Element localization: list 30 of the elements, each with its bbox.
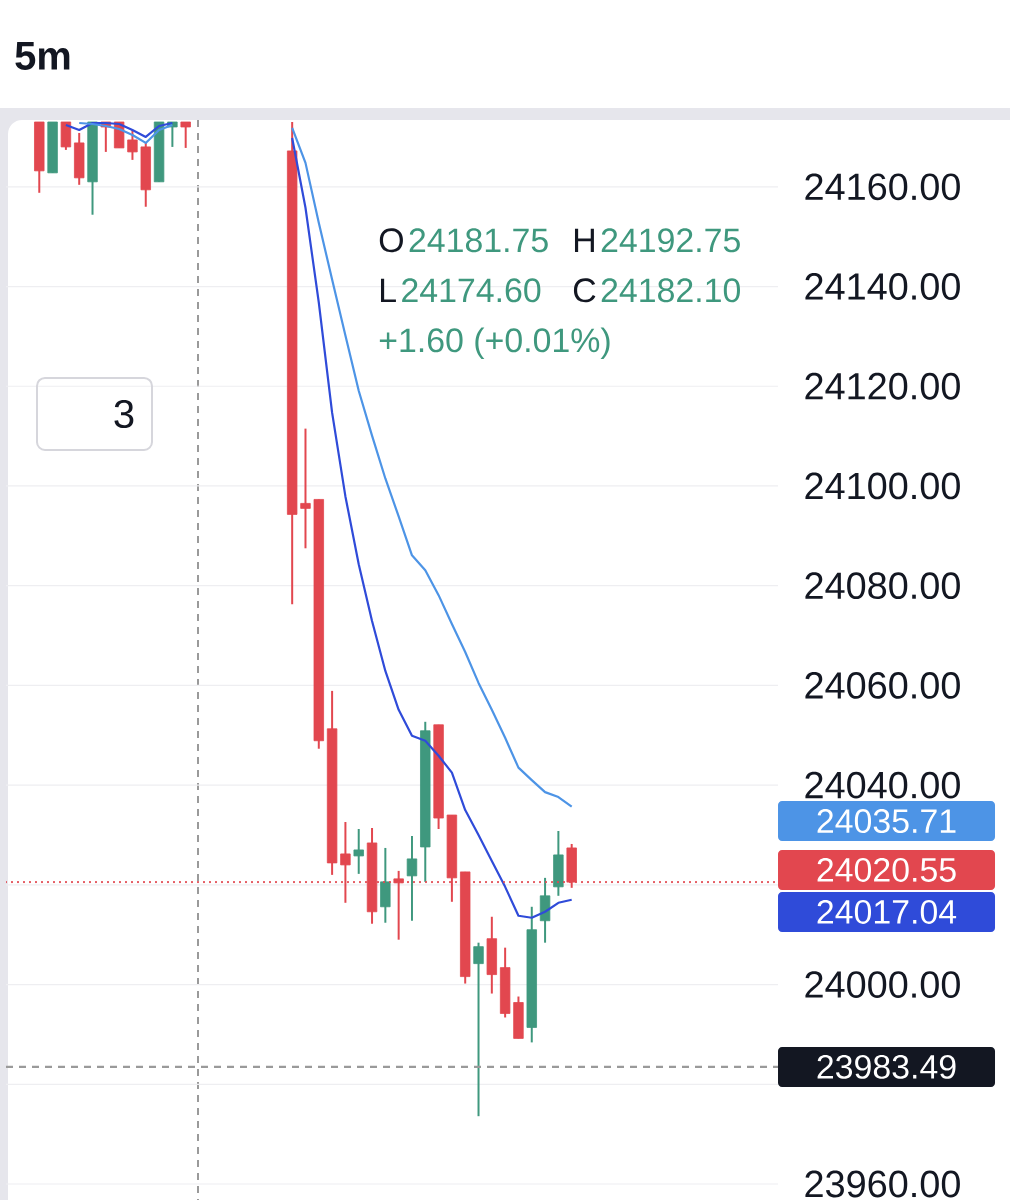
candlestick <box>300 427 311 550</box>
candlestick <box>353 828 364 875</box>
annotation: C <box>573 278 596 303</box>
annotation: L <box>380 278 396 302</box>
y-tick-label: 24000.00 <box>805 971 960 998</box>
annotation: 24174.60 <box>402 278 541 303</box>
text: 5m <box>15 42 70 70</box>
annotation: 24182.10 <box>601 278 740 303</box>
y-tick-label: 23960.00 <box>805 1170 960 1198</box>
ref-line-label: 23983.49 <box>817 1054 956 1079</box>
annotation: +1.60 (+0.01%) <box>379 327 610 359</box>
y-tick-label: 24120.00 <box>805 372 960 400</box>
annotation: O <box>379 228 403 253</box>
annotation: 24192.75 <box>601 228 740 253</box>
annotation: 24181.75 <box>409 228 548 253</box>
candlestick <box>127 128 138 161</box>
y-tick-label: 24080.00 <box>805 572 960 600</box>
text: 24017.04 <box>817 899 957 924</box>
y-tick-label: 24100.00 <box>805 472 960 500</box>
y-tick-label: 24160.00 <box>805 173 960 201</box>
annotation: H <box>574 228 594 252</box>
y-tick-label: 24040.00 <box>805 771 960 799</box>
annotation: 3 <box>114 399 134 429</box>
text: 24035.71 <box>817 809 956 834</box>
candlestick <box>406 834 418 922</box>
ref-line-label: 24020.55 <box>817 857 956 882</box>
y-tick-label: 24060.00 <box>805 672 960 699</box>
candlestick <box>473 941 484 1118</box>
y-tick-label: 24140.00 <box>805 273 960 300</box>
candlestick <box>180 120 191 149</box>
